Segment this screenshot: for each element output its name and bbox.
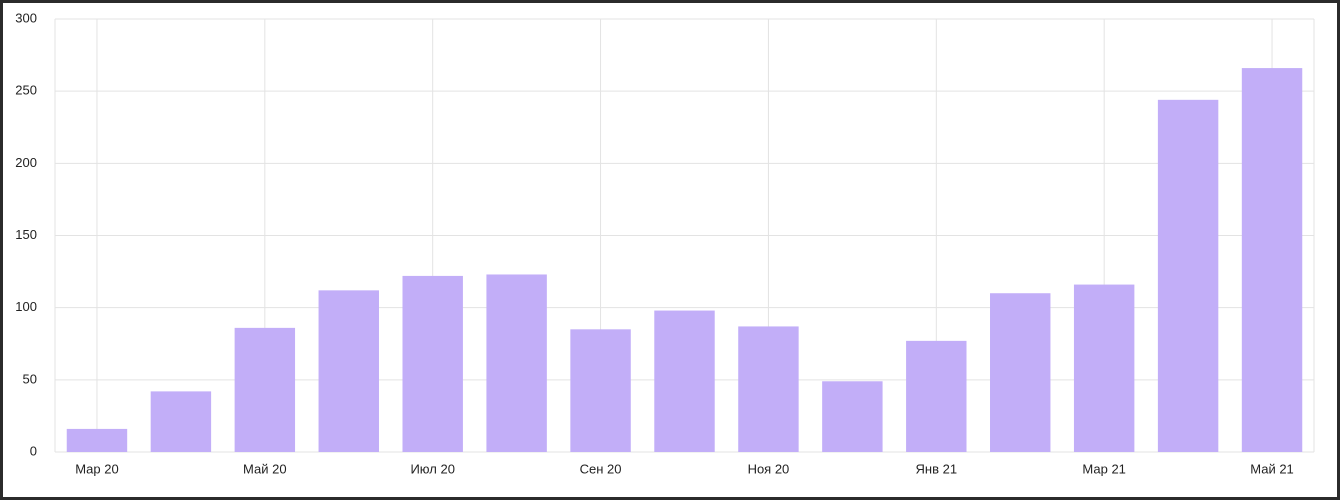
x-tick-label: Июл 20: [410, 461, 454, 476]
y-tick-label: 300: [15, 10, 37, 25]
bar: [318, 290, 379, 452]
bar: [1241, 68, 1303, 452]
y-tick-label: 150: [15, 227, 37, 242]
bar: [990, 293, 1051, 452]
chart: 0 50 100 150 200 250 300 Мар 20 Май 20 Июл 20 Сен …: [3, 3, 1337, 497]
bar: [486, 274, 547, 452]
bar: [1073, 284, 1135, 452]
bar: [66, 428, 128, 452]
bar: [234, 327, 296, 452]
x-tick-label: Ноя 20: [748, 461, 790, 476]
x-tick-label: Янв 21: [916, 461, 958, 476]
bar: [654, 310, 715, 452]
y-tick-label: 50: [23, 371, 37, 386]
y-tick-label: 200: [15, 155, 37, 170]
x-tick-label: Май 20: [243, 461, 287, 476]
bar: [150, 391, 212, 452]
x-tick-label: Мар 21: [1082, 461, 1126, 476]
bar: [570, 329, 631, 452]
y-tick-label: 0: [30, 443, 37, 458]
bar: [402, 275, 463, 452]
bar: [822, 381, 883, 452]
x-tick-label: Мар 20: [75, 461, 119, 476]
bar: [906, 340, 967, 452]
x-tick-label: Май 21: [1250, 461, 1294, 476]
bar: [1157, 99, 1219, 453]
x-tick-label: Сен 20: [580, 461, 622, 476]
y-tick-label: 250: [15, 83, 37, 98]
y-tick-label: 100: [15, 299, 37, 314]
bar: [738, 326, 799, 452]
